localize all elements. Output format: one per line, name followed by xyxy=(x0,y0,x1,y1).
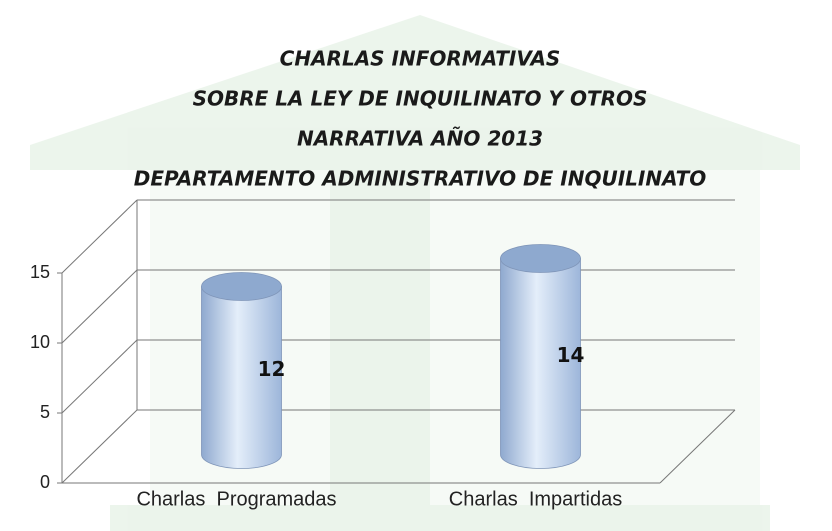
grid-line xyxy=(62,340,137,413)
grid-line xyxy=(62,410,137,483)
value-label: 12 xyxy=(258,357,286,381)
x-tick-label: Charlas Programadas xyxy=(136,488,336,510)
chart-title: SOBRE LA LEY DE INQUILINATO Y OTROS xyxy=(193,87,648,111)
y-tick-label: 5 xyxy=(40,402,50,422)
value-label: 14 xyxy=(557,343,585,367)
x-tick-label: Charlas Impartidas xyxy=(449,488,622,510)
bar-top xyxy=(501,245,581,273)
grid-line xyxy=(62,200,137,273)
chart-title: DEPARTAMENTO ADMINISTRATIVO DE INQUILINA… xyxy=(134,167,707,191)
chart-title: NARRATIVA AÑO 2013 xyxy=(297,127,543,151)
chart: CHARLAS INFORMATIVAS SOBRE LA LEY DE INQ… xyxy=(0,0,832,531)
y-tick-label: 0 xyxy=(40,472,50,492)
y-tick-label: 10 xyxy=(30,332,50,352)
grid-line xyxy=(62,270,137,343)
chart-title: CHARLAS INFORMATIVAS xyxy=(280,47,561,71)
y-tick-label: 15 xyxy=(30,262,50,282)
bar-top xyxy=(202,273,282,301)
